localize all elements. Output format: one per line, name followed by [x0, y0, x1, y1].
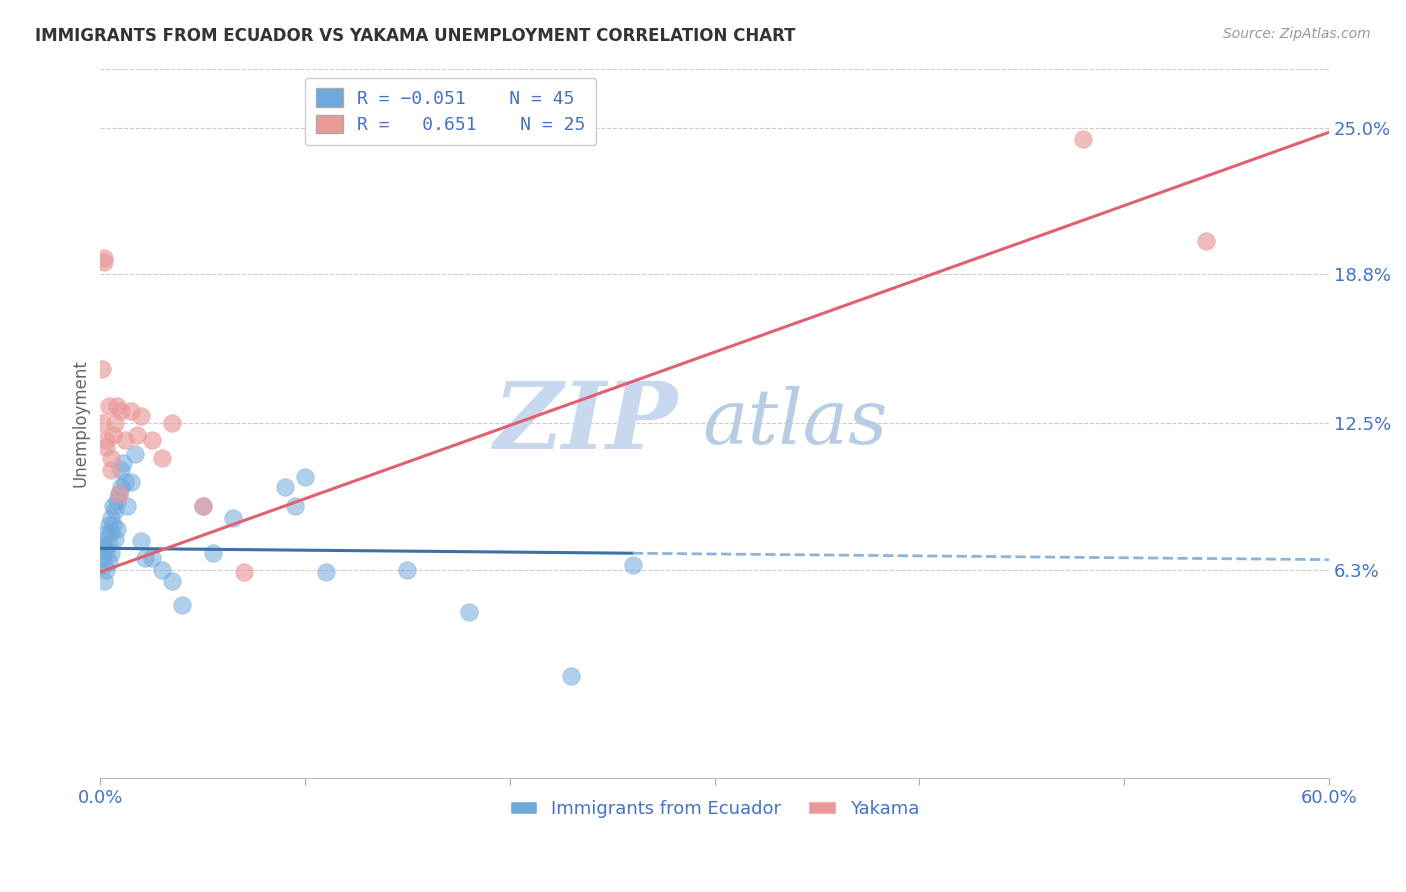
- Text: IMMIGRANTS FROM ECUADOR VS YAKAMA UNEMPLOYMENT CORRELATION CHART: IMMIGRANTS FROM ECUADOR VS YAKAMA UNEMPL…: [35, 27, 796, 45]
- Point: [96, 543, 118, 558]
- Legend: Immigrants from Ecuador, Yakama: Immigrants from Ecuador, Yakama: [502, 793, 927, 825]
- Point: [201, 546, 224, 560]
- Point: [150, 563, 173, 577]
- Point: [114, 475, 136, 490]
- Point: [315, 565, 337, 579]
- Point: [150, 451, 173, 466]
- Point: [120, 404, 142, 418]
- Point: [104, 532, 127, 546]
- Point: [97, 536, 120, 550]
- Y-axis label: Unemployment: Unemployment: [72, 359, 89, 487]
- Point: [101, 517, 124, 532]
- Point: [191, 499, 214, 513]
- Point: [104, 503, 127, 517]
- Point: [396, 563, 419, 577]
- Point: [172, 598, 194, 612]
- Point: [110, 463, 132, 477]
- Point: [96, 440, 118, 454]
- Point: [273, 480, 295, 494]
- Point: [111, 456, 134, 470]
- Text: atlas: atlas: [703, 386, 887, 460]
- Point: [91, 416, 114, 430]
- Point: [160, 416, 183, 430]
- Point: [107, 487, 129, 501]
- Point: [93, 255, 115, 269]
- Point: [93, 574, 115, 589]
- Point: [222, 510, 245, 524]
- Point: [100, 524, 122, 539]
- Text: ZIP: ZIP: [494, 378, 678, 468]
- Point: [621, 558, 644, 572]
- Point: [97, 517, 120, 532]
- Point: [114, 433, 136, 447]
- Point: [110, 480, 132, 494]
- Point: [96, 527, 118, 541]
- Point: [105, 522, 128, 536]
- Point: [93, 541, 115, 556]
- Point: [127, 428, 149, 442]
- Point: [101, 428, 124, 442]
- Point: [232, 565, 254, 579]
- Point: [115, 499, 138, 513]
- Point: [96, 433, 118, 447]
- Point: [141, 433, 163, 447]
- Point: [134, 550, 156, 565]
- Point: [93, 251, 115, 265]
- Point: [100, 451, 122, 466]
- Point: [458, 605, 481, 619]
- Point: [284, 499, 307, 513]
- Point: [104, 416, 127, 430]
- Point: [120, 475, 142, 490]
- Point: [191, 499, 214, 513]
- Point: [93, 558, 115, 572]
- Point: [105, 400, 128, 414]
- Point: [1195, 234, 1218, 248]
- Point: [91, 534, 114, 549]
- Point: [107, 487, 129, 501]
- Point: [141, 550, 163, 565]
- Point: [100, 546, 122, 560]
- Point: [105, 494, 128, 508]
- Point: [97, 556, 120, 570]
- Point: [1071, 132, 1094, 146]
- Point: [91, 361, 114, 376]
- Point: [294, 470, 316, 484]
- Text: Source: ZipAtlas.com: Source: ZipAtlas.com: [1223, 27, 1371, 41]
- Point: [129, 409, 152, 423]
- Point: [160, 574, 183, 589]
- Point: [100, 463, 122, 477]
- Point: [129, 534, 152, 549]
- Point: [97, 400, 120, 414]
- Point: [560, 669, 582, 683]
- Point: [91, 550, 114, 565]
- Point: [124, 447, 146, 461]
- Point: [96, 563, 118, 577]
- Point: [101, 499, 124, 513]
- Point: [100, 510, 122, 524]
- Point: [110, 404, 132, 418]
